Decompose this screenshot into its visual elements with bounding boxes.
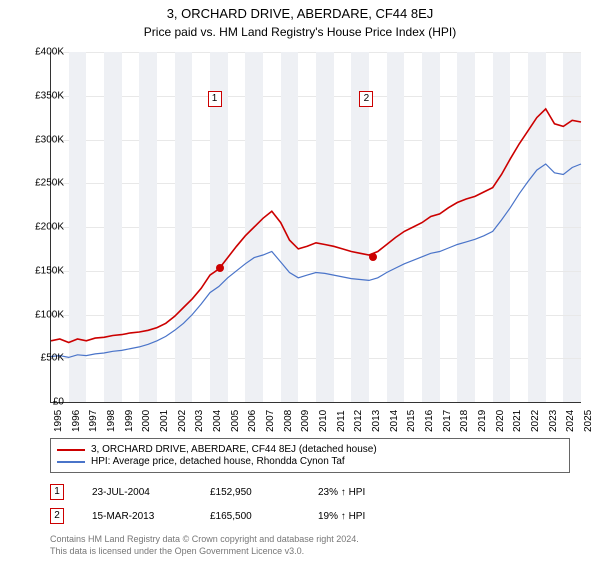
xtick-label: 2024 bbox=[565, 410, 576, 432]
xtick-label: 1997 bbox=[88, 410, 99, 432]
chart-marker-box: 1 bbox=[208, 91, 222, 107]
sale-row-1: 1 23-JUL-2004 £152,950 23% ↑ HPI bbox=[50, 484, 570, 500]
xtick-label: 2018 bbox=[459, 410, 470, 432]
sale-price-1: £152,950 bbox=[210, 487, 290, 498]
xtick-label: 2019 bbox=[477, 410, 488, 432]
xtick-label: 1998 bbox=[106, 410, 117, 432]
legend-label: 3, ORCHARD DRIVE, ABERDARE, CF44 8EJ (de… bbox=[91, 444, 377, 455]
xtick-label: 2023 bbox=[548, 410, 559, 432]
legend-swatch bbox=[57, 461, 85, 463]
sale-diff-2: 19% ↑ HPI bbox=[318, 511, 365, 522]
series-hpi bbox=[51, 164, 581, 357]
footer-line-1: Contains HM Land Registry data © Crown c… bbox=[50, 534, 359, 546]
xtick-label: 2014 bbox=[389, 410, 400, 432]
xtick-label: 2011 bbox=[336, 410, 347, 432]
ytick-label: £300K bbox=[24, 134, 64, 145]
xtick-label: 2006 bbox=[247, 410, 258, 432]
xtick-label: 2025 bbox=[583, 410, 594, 432]
sale-marker-2: 2 bbox=[50, 508, 64, 524]
chart-marker-dot bbox=[216, 264, 224, 272]
xtick-label: 1999 bbox=[124, 410, 135, 432]
xtick-label: 2022 bbox=[530, 410, 541, 432]
xtick-label: 2010 bbox=[318, 410, 329, 432]
sale-price-2: £165,500 bbox=[210, 511, 290, 522]
xtick-label: 2017 bbox=[442, 410, 453, 432]
sale-marker-1: 1 bbox=[50, 484, 64, 500]
sale-row-2: 2 15-MAR-2013 £165,500 19% ↑ HPI bbox=[50, 508, 570, 524]
xtick-label: 2016 bbox=[424, 410, 435, 432]
chart-marker-box: 2 bbox=[359, 91, 373, 107]
sale-diff-1: 23% ↑ HPI bbox=[318, 487, 365, 498]
plot-box: 12 bbox=[50, 52, 581, 403]
xtick-label: 2000 bbox=[141, 410, 152, 432]
xtick-label: 2007 bbox=[265, 410, 276, 432]
xtick-label: 1996 bbox=[71, 410, 82, 432]
chart-container: 3, ORCHARD DRIVE, ABERDARE, CF44 8EJ Pri… bbox=[0, 6, 600, 566]
xtick-label: 2020 bbox=[495, 410, 506, 432]
xtick-label: 2021 bbox=[512, 410, 523, 432]
ytick-label: £0 bbox=[24, 397, 64, 408]
ytick-label: £400K bbox=[24, 47, 64, 58]
line-series-svg bbox=[51, 52, 581, 402]
xtick-label: 2002 bbox=[177, 410, 188, 432]
legend-box: 3, ORCHARD DRIVE, ABERDARE, CF44 8EJ (de… bbox=[50, 438, 570, 473]
ytick-label: £200K bbox=[24, 222, 64, 233]
xtick-label: 2012 bbox=[353, 410, 364, 432]
sale-date-2: 15-MAR-2013 bbox=[92, 511, 182, 522]
xtick-label: 2001 bbox=[159, 410, 170, 432]
xtick-label: 2005 bbox=[230, 410, 241, 432]
footer-attribution: Contains HM Land Registry data © Crown c… bbox=[50, 534, 359, 557]
ytick-label: £50K bbox=[24, 353, 64, 364]
xtick-label: 2003 bbox=[194, 410, 205, 432]
footer-line-2: This data is licensed under the Open Gov… bbox=[50, 546, 359, 558]
xtick-label: 2015 bbox=[406, 410, 417, 432]
ytick-label: £250K bbox=[24, 178, 64, 189]
xtick-label: 2009 bbox=[300, 410, 311, 432]
chart-marker-dot bbox=[369, 253, 377, 261]
xtick-label: 1995 bbox=[53, 410, 64, 432]
chart-area: 12 bbox=[50, 52, 580, 402]
legend-label: HPI: Average price, detached house, Rhon… bbox=[91, 456, 345, 467]
chart-title: 3, ORCHARD DRIVE, ABERDARE, CF44 8EJ bbox=[0, 6, 600, 21]
xtick-label: 2004 bbox=[212, 410, 223, 432]
series-price_paid bbox=[51, 109, 581, 343]
xtick-label: 2008 bbox=[283, 410, 294, 432]
chart-subtitle: Price paid vs. HM Land Registry's House … bbox=[0, 25, 600, 39]
legend-swatch bbox=[57, 449, 85, 451]
legend-item: 3, ORCHARD DRIVE, ABERDARE, CF44 8EJ (de… bbox=[57, 444, 563, 455]
ytick-label: £150K bbox=[24, 265, 64, 276]
ytick-label: £100K bbox=[24, 309, 64, 320]
xtick-label: 2013 bbox=[371, 410, 382, 432]
legend-item: HPI: Average price, detached house, Rhon… bbox=[57, 456, 563, 467]
sale-date-1: 23-JUL-2004 bbox=[92, 487, 182, 498]
ytick-label: £350K bbox=[24, 90, 64, 101]
